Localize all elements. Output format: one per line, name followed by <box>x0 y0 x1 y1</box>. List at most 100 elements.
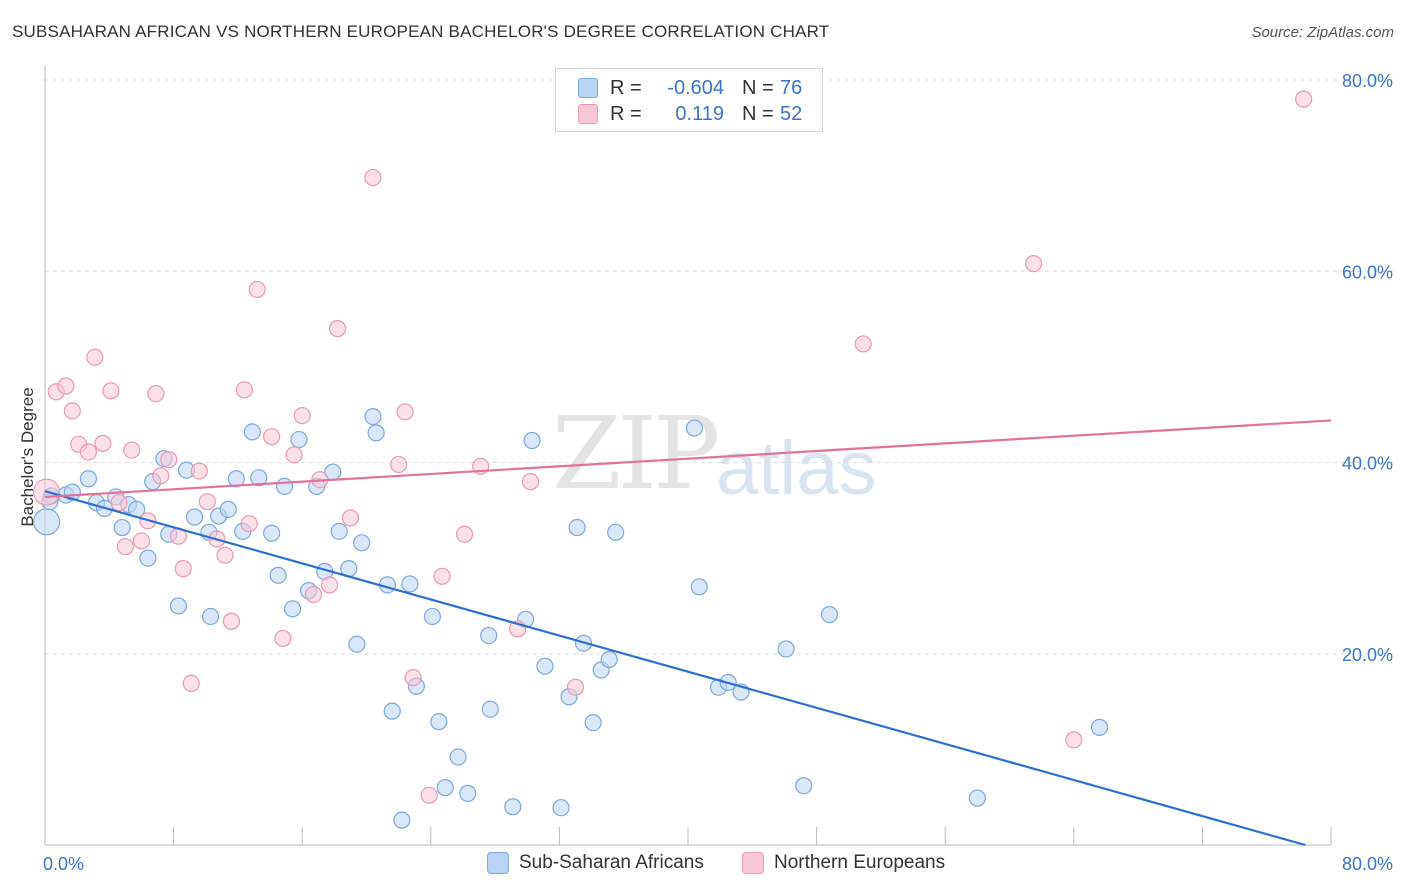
legend-n-value: 52 <box>780 102 803 125</box>
point-subsaharan <box>250 469 268 487</box>
legend-swatch-blue <box>578 78 598 98</box>
grid-lines <box>45 79 1394 655</box>
legend-label-northern: Northern Europeans <box>774 852 946 873</box>
point-subsaharan <box>275 477 294 496</box>
point-subsaharan <box>79 470 98 488</box>
point-subsaharan <box>383 702 401 720</box>
point-northern <box>521 473 540 491</box>
x-tick-label: 0.0% <box>43 854 84 874</box>
point-subsaharan <box>201 607 220 626</box>
point-subsaharan <box>219 500 237 518</box>
point-northern <box>116 538 134 556</box>
point-subsaharan <box>269 566 287 584</box>
point-northern <box>190 462 208 480</box>
point-subsaharan <box>600 650 618 669</box>
point-subsaharan <box>552 799 570 817</box>
point-subsaharan <box>430 713 448 731</box>
point-subsaharan <box>536 657 554 675</box>
point-northern <box>396 403 414 421</box>
point-subsaharan <box>685 419 704 437</box>
point-subsaharan <box>227 470 245 488</box>
point-subsaharan <box>283 600 302 618</box>
point-northern <box>455 525 474 543</box>
point-northern <box>433 567 451 585</box>
point-northern <box>102 382 120 400</box>
point-subsaharan <box>459 784 477 802</box>
x-tick-label: 80.0% <box>1342 854 1393 874</box>
point-subsaharan <box>777 640 795 658</box>
point-northern <box>63 402 81 420</box>
legend-item-subsaharan[interactable]: Sub-Saharan Africans <box>487 852 704 874</box>
point-subsaharan <box>113 518 131 537</box>
point-northern <box>566 678 585 696</box>
point-northern <box>854 335 872 353</box>
point-northern <box>132 532 151 550</box>
point-northern <box>123 441 141 459</box>
trend-lines <box>44 419 1332 847</box>
point-subsaharan <box>523 431 541 450</box>
point-subsaharan <box>185 508 204 526</box>
point-northern <box>420 786 438 804</box>
point-subsaharan <box>480 626 498 645</box>
point-subsaharan <box>353 534 371 552</box>
axes <box>44 66 1332 846</box>
point-northern <box>182 674 200 692</box>
point-subsaharan <box>169 597 188 615</box>
point-subsaharan <box>243 423 261 441</box>
point-subsaharan <box>607 523 625 541</box>
point-subsaharan <box>690 578 708 596</box>
point-northern <box>152 467 170 485</box>
trend-line-subsaharan <box>44 490 1306 847</box>
point-northern <box>341 509 360 527</box>
point-subsaharan <box>290 430 308 449</box>
y-tick-label: 60.0% <box>1342 262 1393 282</box>
point-northern <box>293 407 311 425</box>
y-tick-label: 20.0% <box>1342 645 1393 665</box>
point-subsaharan <box>33 508 61 536</box>
legend-n-label: N = <box>742 102 774 125</box>
legend-swatch-blue <box>487 852 509 874</box>
point-subsaharan <box>1090 718 1109 736</box>
point-subsaharan <box>393 811 411 829</box>
point-northern <box>79 443 98 461</box>
point-northern <box>320 576 339 594</box>
point-subsaharan <box>364 408 382 426</box>
legend-swatch-pink <box>742 852 764 874</box>
point-northern <box>174 560 192 578</box>
point-northern <box>285 446 303 464</box>
y-axis-label: Bachelor's Degree <box>18 387 37 526</box>
trend-line-northern <box>44 419 1332 499</box>
legend-row-subsaharan: R = -0.604 N = 76 <box>578 76 802 100</box>
point-northern <box>1025 255 1043 273</box>
point-subsaharan <box>584 713 602 732</box>
legend-n-value: 76 <box>780 76 803 99</box>
point-subsaharan <box>423 607 442 626</box>
point-northern <box>110 494 128 512</box>
point-subsaharan <box>401 575 419 593</box>
legend-item-northern[interactable]: Northern Europeans <box>742 852 945 874</box>
point-northern <box>274 629 292 648</box>
legend-r-label: R = <box>610 76 642 99</box>
tick-labels: 20.0% 40.0% 60.0% 80.0% 0.0% 80.0% <box>43 71 1393 874</box>
legend-r-value: 0.119 <box>675 102 724 125</box>
y-tick-label: 80.0% <box>1342 71 1393 91</box>
point-northern <box>198 493 216 511</box>
point-northern <box>216 546 234 564</box>
legend-r-label: R = <box>610 102 642 125</box>
point-northern <box>364 168 382 187</box>
point-northern <box>328 320 347 338</box>
point-northern <box>57 377 75 395</box>
point-northern <box>1065 731 1083 749</box>
watermark-atlas: atlas <box>716 426 877 511</box>
legend-label-subsaharan: Sub-Saharan Africans <box>519 852 704 873</box>
source-label: Source: ZipAtlas.com <box>1251 24 1394 41</box>
point-subsaharan <box>348 635 366 653</box>
point-subsaharan <box>139 549 157 567</box>
point-subsaharan <box>795 777 813 795</box>
legend-row-northern: R = 0.119 N = 52 <box>578 102 802 126</box>
point-subsaharan <box>504 798 522 816</box>
legend-r-value: -0.604 <box>667 76 724 99</box>
point-northern <box>240 515 258 533</box>
chart-title: SUBSAHARAN AFRICAN VS NORTHERN EUROPEAN … <box>12 22 830 41</box>
